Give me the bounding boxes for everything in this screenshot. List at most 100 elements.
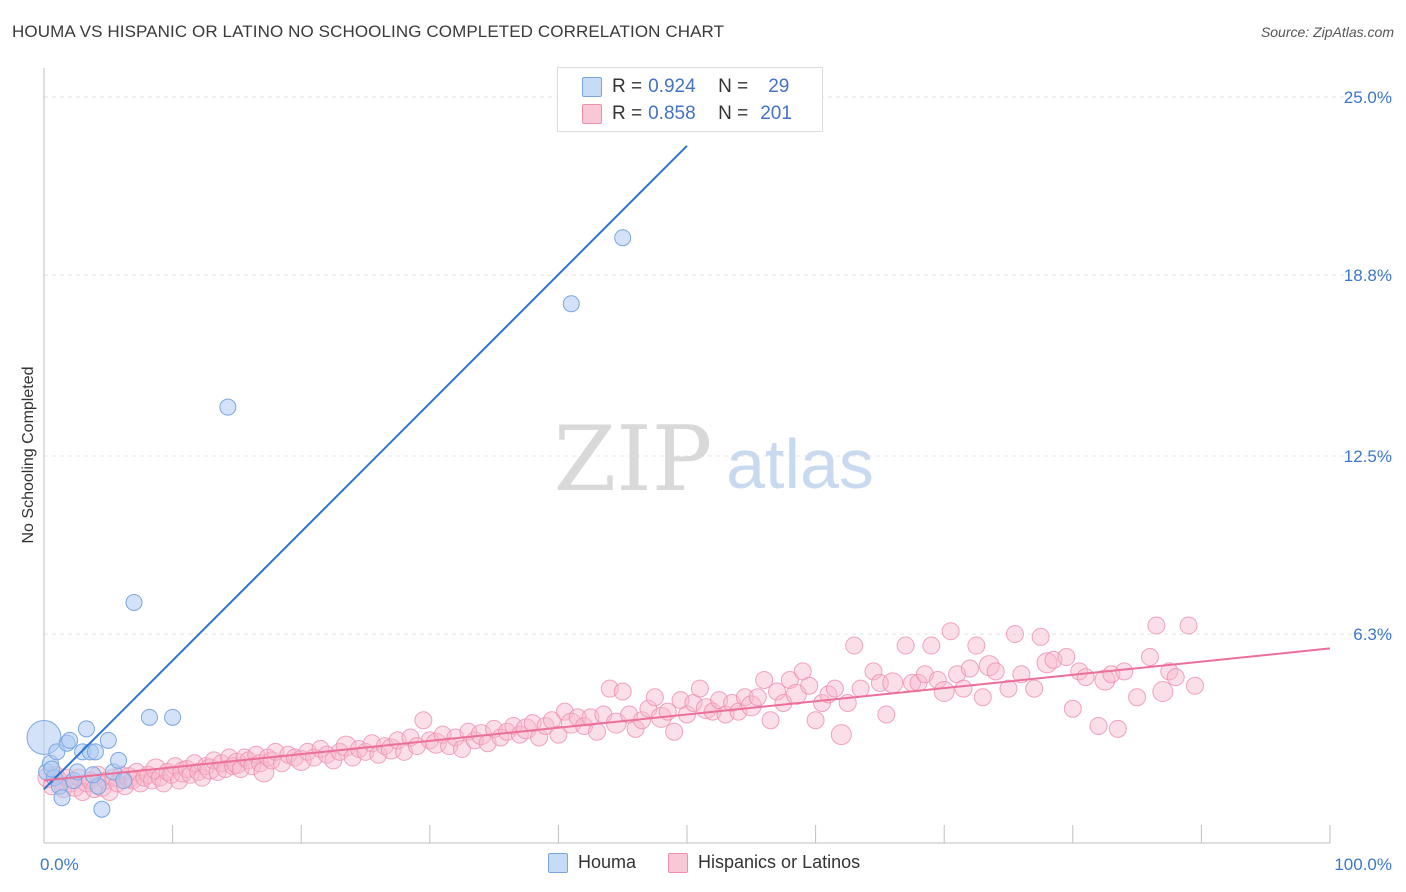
houma-point	[61, 731, 79, 749]
watermark-zip: ZIP	[554, 407, 713, 512]
hispanic-point	[768, 682, 787, 701]
hispanic-point	[806, 711, 825, 730]
hispanic-point	[973, 688, 992, 707]
legend-item-hispanic[interactable]: Hispanics or Latinos	[668, 852, 860, 873]
hispanic-point	[960, 659, 979, 678]
houma-n-value: 29	[768, 76, 790, 97]
hispanic-point	[1152, 681, 1174, 703]
hispanic-point	[613, 682, 632, 701]
series-hispanic-points	[37, 616, 1204, 802]
houma-n-label: N =	[718, 76, 749, 97]
houma-point	[115, 772, 133, 790]
chart-title: HOUMA VS HISPANIC OR LATINO NO SCHOOLING…	[12, 22, 725, 41]
hispanic-r-label: R =	[612, 103, 643, 124]
hispanic-point	[193, 768, 212, 787]
hispanic-point	[735, 688, 754, 707]
hispanic-swatch	[582, 104, 602, 124]
y-tick-label: 18.8%	[1344, 266, 1392, 285]
correlation-legend: R = 0.924 N = 29 R = 0.858 N = 201	[557, 67, 823, 132]
hispanic-point	[954, 679, 973, 698]
y-tick-label: 6.3%	[1353, 625, 1392, 644]
houma-point	[110, 751, 128, 769]
legend-item-houma[interactable]: Houma	[548, 852, 636, 873]
hispanic-point	[1185, 676, 1204, 695]
houma-point	[86, 743, 104, 761]
hispanic-point	[830, 724, 852, 746]
hispanic-point	[882, 672, 904, 694]
hispanic-point	[587, 722, 606, 741]
hispanic-point	[549, 725, 568, 744]
hispanic-point	[922, 636, 941, 655]
houma-legend-swatch	[548, 852, 568, 873]
hispanic-point	[845, 636, 864, 655]
source-credit: Source: ZipAtlas.com	[1260, 24, 1394, 40]
x-tick-label-max: 100.0%	[1334, 855, 1392, 874]
hispanic-point	[414, 711, 433, 730]
watermark: ZIP atlas	[554, 407, 874, 512]
hispanic-point	[645, 688, 664, 707]
hispanic-point	[877, 705, 896, 724]
houma-point	[219, 398, 237, 416]
y-tick-label: 12.5%	[1344, 447, 1392, 466]
legend-row-hispanic: R = 0.858 N = 201	[582, 101, 792, 127]
houma-point	[140, 708, 158, 726]
hispanic-point	[1031, 627, 1050, 646]
hispanic-point	[1128, 688, 1147, 707]
hispanic-point	[1115, 662, 1134, 681]
houma-point	[562, 295, 580, 313]
houma-r-label: R =	[612, 76, 643, 97]
hispanic-point	[1108, 719, 1127, 738]
houma-r-value: 0.924	[648, 76, 696, 97]
hispanic-trend-line	[43, 647, 1331, 782]
hispanic-point	[748, 688, 767, 707]
hispanic-point	[1025, 679, 1044, 698]
houma-point	[93, 800, 111, 818]
houma-point	[164, 708, 182, 726]
houma-point	[614, 229, 632, 247]
legend-row-houma: R = 0.924 N = 29	[582, 74, 789, 100]
grid-lines	[44, 96, 1392, 635]
hispanic-r-value: 0.858	[648, 103, 696, 124]
x-tick-label-min: 0.0%	[40, 855, 79, 874]
hispanic-point	[1012, 665, 1031, 684]
hispanic-point	[755, 671, 774, 690]
hispanic-point	[1076, 668, 1095, 687]
hispanic-point	[1140, 648, 1159, 667]
hispanic-point	[864, 662, 883, 681]
hispanic-point	[825, 679, 844, 698]
houma-point	[125, 593, 143, 611]
hispanic-point	[1057, 648, 1076, 667]
houma-point	[77, 720, 95, 738]
hispanic-point	[967, 636, 986, 655]
hispanic-n-label: N =	[718, 103, 749, 124]
trend-lines	[43, 145, 1331, 790]
hispanic-point	[800, 676, 819, 695]
houma-point	[53, 789, 71, 807]
y-tick-label: 25.0%	[1344, 88, 1392, 107]
hispanic-point	[896, 636, 915, 655]
hispanic-point	[986, 662, 1005, 681]
hispanic-point	[690, 679, 709, 698]
houma-point	[99, 731, 117, 749]
hispanic-point	[1063, 699, 1082, 718]
series-houma-points	[26, 229, 632, 818]
axes	[43, 68, 1331, 844]
series-legend: Houma Hispanics or Latinos	[548, 852, 892, 873]
hispanic-point	[253, 761, 275, 783]
hispanic-point	[851, 679, 870, 698]
y-axis-label: No Schooling Completed	[20, 366, 37, 544]
hispanic-n-value: 201	[760, 103, 792, 124]
houma-legend-label: Houma	[578, 852, 637, 872]
hispanic-point	[452, 739, 471, 758]
hispanic-point	[761, 711, 780, 730]
hispanic-point	[1036, 652, 1058, 674]
hispanic-point	[1166, 668, 1185, 687]
houma-swatch	[582, 77, 602, 97]
hispanic-point	[665, 722, 684, 741]
hispanic-point	[941, 622, 960, 641]
hispanic-legend-swatch	[668, 852, 689, 873]
hispanic-point	[1179, 616, 1198, 635]
hispanic-point	[1147, 616, 1166, 635]
tick-labels: 6.3% 12.5% 18.8% 25.0% 0.0% 100.0%	[40, 88, 1392, 874]
